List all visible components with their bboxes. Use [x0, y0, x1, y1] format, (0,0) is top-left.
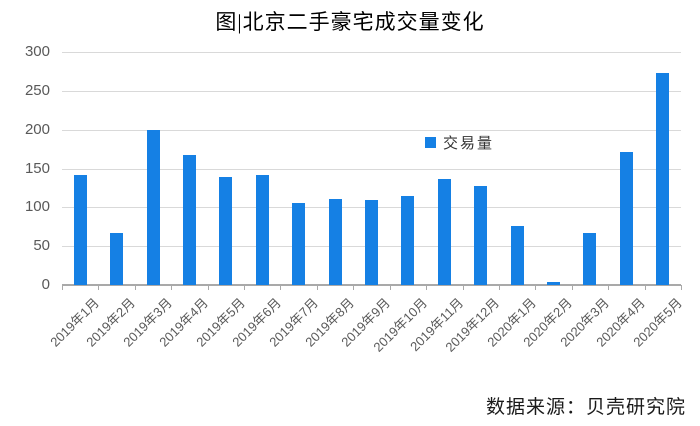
y-axis-tick-label: 150 [24, 159, 50, 177]
legend-swatch-icon [425, 137, 436, 148]
gridline [62, 129, 681, 131]
plot-area [62, 52, 682, 290]
bar-2019年6月 [255, 175, 269, 285]
legend-label: 交易量 [443, 136, 495, 152]
x-axis-tick [134, 285, 136, 290]
x-axis-tick [98, 285, 100, 290]
x-axis-tick [171, 285, 173, 290]
x-axis-tick [426, 285, 428, 290]
bar-2020年2月 [547, 281, 561, 285]
x-axis-tick [462, 285, 464, 290]
x-axis-tick [353, 285, 355, 290]
x-axis-tick [389, 285, 391, 290]
bar-2020年3月 [583, 232, 597, 285]
bar-2020年1月 [510, 225, 524, 285]
y-axis-tick-label: 0 [41, 276, 50, 293]
bar-2019年9月 [365, 200, 378, 285]
x-axis-tick [571, 285, 573, 290]
x-axis-tick [681, 285, 682, 290]
bar-2019年11月 [437, 179, 451, 285]
bar-2020年5月 [656, 72, 670, 285]
gridline [62, 90, 681, 92]
bar-2019年5月 [219, 177, 233, 285]
bar-2019年1月 [73, 174, 87, 285]
y-axis-tick-label: 250 [24, 81, 50, 99]
gridline [62, 168, 681, 170]
gridline [62, 52, 681, 53]
x-axis-line [62, 284, 681, 286]
y-axis-tick-label: 200 [24, 120, 50, 138]
bar-2019年4月 [182, 154, 196, 285]
y-axis-tick-label: 100 [24, 198, 50, 216]
x-axis-tick [280, 285, 282, 290]
chart-title: 图|北京二手豪宅成交量变化 [215, 10, 485, 34]
bar-2020年4月 [619, 152, 633, 285]
bar-2019年10月 [401, 196, 415, 285]
x-axis-tick [608, 285, 610, 290]
x-axis-tick [644, 285, 646, 290]
x-axis-tick [535, 285, 537, 290]
x-axis-tick [62, 285, 63, 290]
x-axis-tick [244, 285, 246, 290]
bar-2019年2月 [110, 232, 124, 285]
bar-2019年12月 [474, 186, 488, 285]
bar-2019年7月 [292, 202, 306, 285]
bar-2019年8月 [328, 198, 342, 285]
bar-2019年3月 [146, 129, 160, 285]
y-axis-tick-label: 50 [33, 237, 50, 255]
y-axis-tick-label: 300 [24, 43, 50, 60]
x-axis-tick [498, 285, 500, 290]
x-axis-tick [207, 285, 209, 290]
source-note: 数据来源：贝壳研究院 [485, 397, 686, 418]
x-axis-tick [316, 285, 318, 290]
legend: 交易量 [425, 132, 494, 153]
